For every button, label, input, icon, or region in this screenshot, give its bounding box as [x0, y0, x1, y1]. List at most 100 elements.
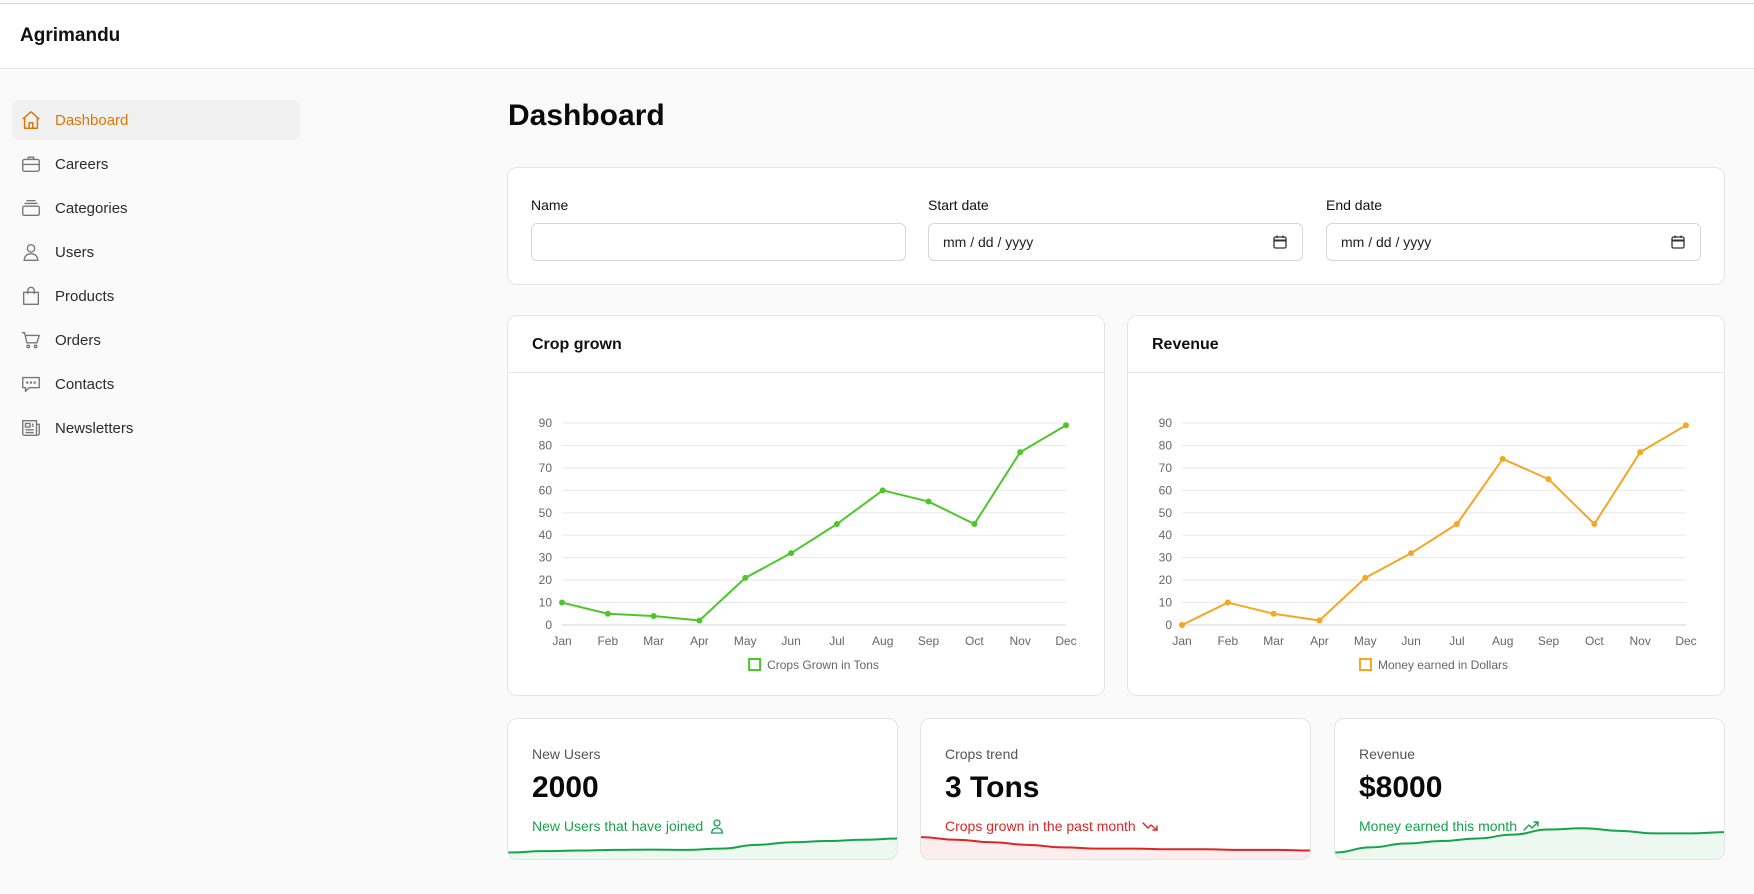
crop-line-chart: 0 10 20 30 40 50 60 70 80 90 Jan Feb Mar Apr May Jun Jul… [539, 416, 1077, 672]
stat-label: Revenue [1359, 746, 1416, 762]
x-tick-label: Dec [1675, 634, 1696, 648]
data-point[interactable] [1179, 622, 1185, 628]
data-point[interactable] [650, 613, 657, 620]
data-point[interactable] [1683, 422, 1689, 429]
stat-card-crops-trend: Crops trend 3 Tons Crops grown in the pa… [920, 718, 1311, 860]
y-tick-label: 10 [1159, 596, 1173, 610]
y-tick-label: 30 [539, 551, 553, 565]
sidebar-item-label: Products [55, 287, 115, 305]
data-point[interactable] [879, 487, 886, 494]
sparkline-line [508, 837, 897, 854]
x-tick-label: Mar [643, 634, 664, 648]
stat-subtext: Crops grown in the past month [945, 818, 1158, 834]
stat-value: $8000 [1359, 771, 1443, 804]
data-point[interactable] [925, 498, 932, 505]
x-tick-label: Jan [1172, 634, 1191, 648]
sidebar-item-label: Categories [55, 199, 128, 217]
data-point[interactable] [1270, 610, 1277, 617]
crop-chart-title: Crop grown [508, 316, 1104, 373]
start-date-input[interactable]: mm / dd / yyyy [928, 223, 1303, 261]
sidebar: Dashboard Careers Categories Users Produ… [12, 100, 300, 452]
data-point[interactable] [971, 521, 978, 527]
data-point[interactable] [1224, 599, 1231, 606]
stat-label: New Users [532, 746, 601, 762]
x-tick-label: Jul [1449, 634, 1464, 648]
start-date-label: Start date [928, 197, 989, 213]
data-point[interactable] [1017, 449, 1024, 456]
sidebar-item-contacts[interactable]: Contacts [12, 364, 300, 404]
y-tick-label: 40 [539, 528, 553, 542]
calendar-icon[interactable] [1670, 234, 1686, 250]
crops-trend-sparkline [921, 836, 1310, 859]
x-tick-label: Jun [1401, 634, 1420, 648]
name-input[interactable] [531, 223, 906, 261]
sidebar-item-newsletters[interactable]: Newsletters [12, 408, 300, 448]
shopping-bag-icon [20, 285, 42, 307]
revenue-chart-card: Revenue 0 10 20 30 40 50 60 70 80 90 Jan Feb Mar Apr M… [1127, 315, 1725, 696]
x-tick-label: Dec [1055, 634, 1076, 648]
data-point[interactable] [1408, 550, 1415, 557]
stat-card-revenue: Revenue $8000 Money earned this month [1334, 718, 1725, 860]
data-point[interactable] [833, 521, 840, 527]
stat-subtext: New Users that have joined [532, 818, 725, 834]
legend-label[interactable]: Crops Grown in Tons [767, 658, 879, 672]
x-tick-label: Feb [1217, 634, 1238, 648]
y-tick-label: 70 [1159, 461, 1173, 475]
sidebar-item-products[interactable]: Products [12, 276, 300, 316]
stat-subtext-label: New Users that have joined [532, 818, 704, 834]
x-tick-label: Aug [1492, 634, 1513, 648]
data-point[interactable] [1362, 574, 1369, 581]
chat-icon [20, 373, 42, 395]
sidebar-item-label: Dashboard [55, 111, 129, 129]
data-point[interactable] [742, 574, 749, 581]
y-tick-label: 20 [1159, 573, 1173, 587]
data-point[interactable] [1063, 422, 1069, 429]
sidebar-item-dashboard[interactable]: Dashboard [12, 100, 300, 140]
legend-swatch[interactable] [748, 658, 762, 671]
data-point[interactable] [1591, 521, 1598, 527]
stat-card-new-users: New Users 2000 New Users that have joine… [507, 718, 898, 860]
data-point[interactable] [1637, 449, 1644, 456]
y-tick-label: 40 [1159, 528, 1173, 542]
data-point[interactable] [788, 550, 795, 557]
sidebar-item-users[interactable]: Users [12, 232, 300, 272]
x-tick-label: Apr [690, 634, 709, 648]
stat-value: 3 Tons [945, 771, 1040, 804]
sidebar-item-label: Contacts [55, 375, 115, 393]
y-tick-label: 90 [539, 416, 553, 430]
trending-up-icon [1523, 818, 1539, 834]
data-point[interactable] [604, 610, 611, 617]
data-point[interactable] [1499, 455, 1506, 462]
name-label: Name [531, 197, 569, 213]
data-point[interactable] [1453, 521, 1460, 527]
y-tick-label: 60 [539, 483, 553, 497]
data-point[interactable] [559, 599, 565, 606]
end-date-input[interactable]: mm / dd / yyyy [1326, 223, 1701, 261]
x-tick-label: Jun [781, 634, 800, 648]
end-date-label: End date [1326, 197, 1383, 213]
top-border [0, 3, 1754, 4]
brand-logo[interactable]: Agrimandu [20, 25, 121, 46]
layers-icon [20, 197, 42, 219]
data-point[interactable] [1545, 476, 1552, 483]
y-tick-label: 20 [539, 573, 553, 587]
new-users-sparkline [508, 837, 897, 859]
legend-swatch[interactable] [1358, 658, 1372, 671]
start-date-placeholder: mm / dd / yyyy [943, 234, 1034, 250]
sidebar-item-careers[interactable]: Careers [12, 144, 300, 184]
legend-label[interactable]: Money earned in Dollars [1378, 658, 1508, 672]
calendar-icon[interactable] [1272, 234, 1288, 250]
data-point[interactable] [696, 617, 703, 624]
series-line [561, 424, 1067, 622]
sidebar-item-orders[interactable]: Orders [12, 320, 300, 360]
sidebar-item-categories[interactable]: Categories [12, 188, 300, 228]
sparkline-area [921, 837, 1310, 859]
sidebar-item-label: Newsletters [55, 419, 134, 437]
sparkline-area [1335, 828, 1724, 859]
x-tick-label: Nov [1010, 634, 1031, 648]
data-point[interactable] [1316, 617, 1323, 624]
stat-subtext-label: Crops grown in the past month [945, 818, 1136, 834]
sidebar-item-label: Users [55, 243, 95, 261]
sidebar-item-label: Careers [55, 155, 109, 173]
x-tick-label: Jul [829, 634, 844, 648]
